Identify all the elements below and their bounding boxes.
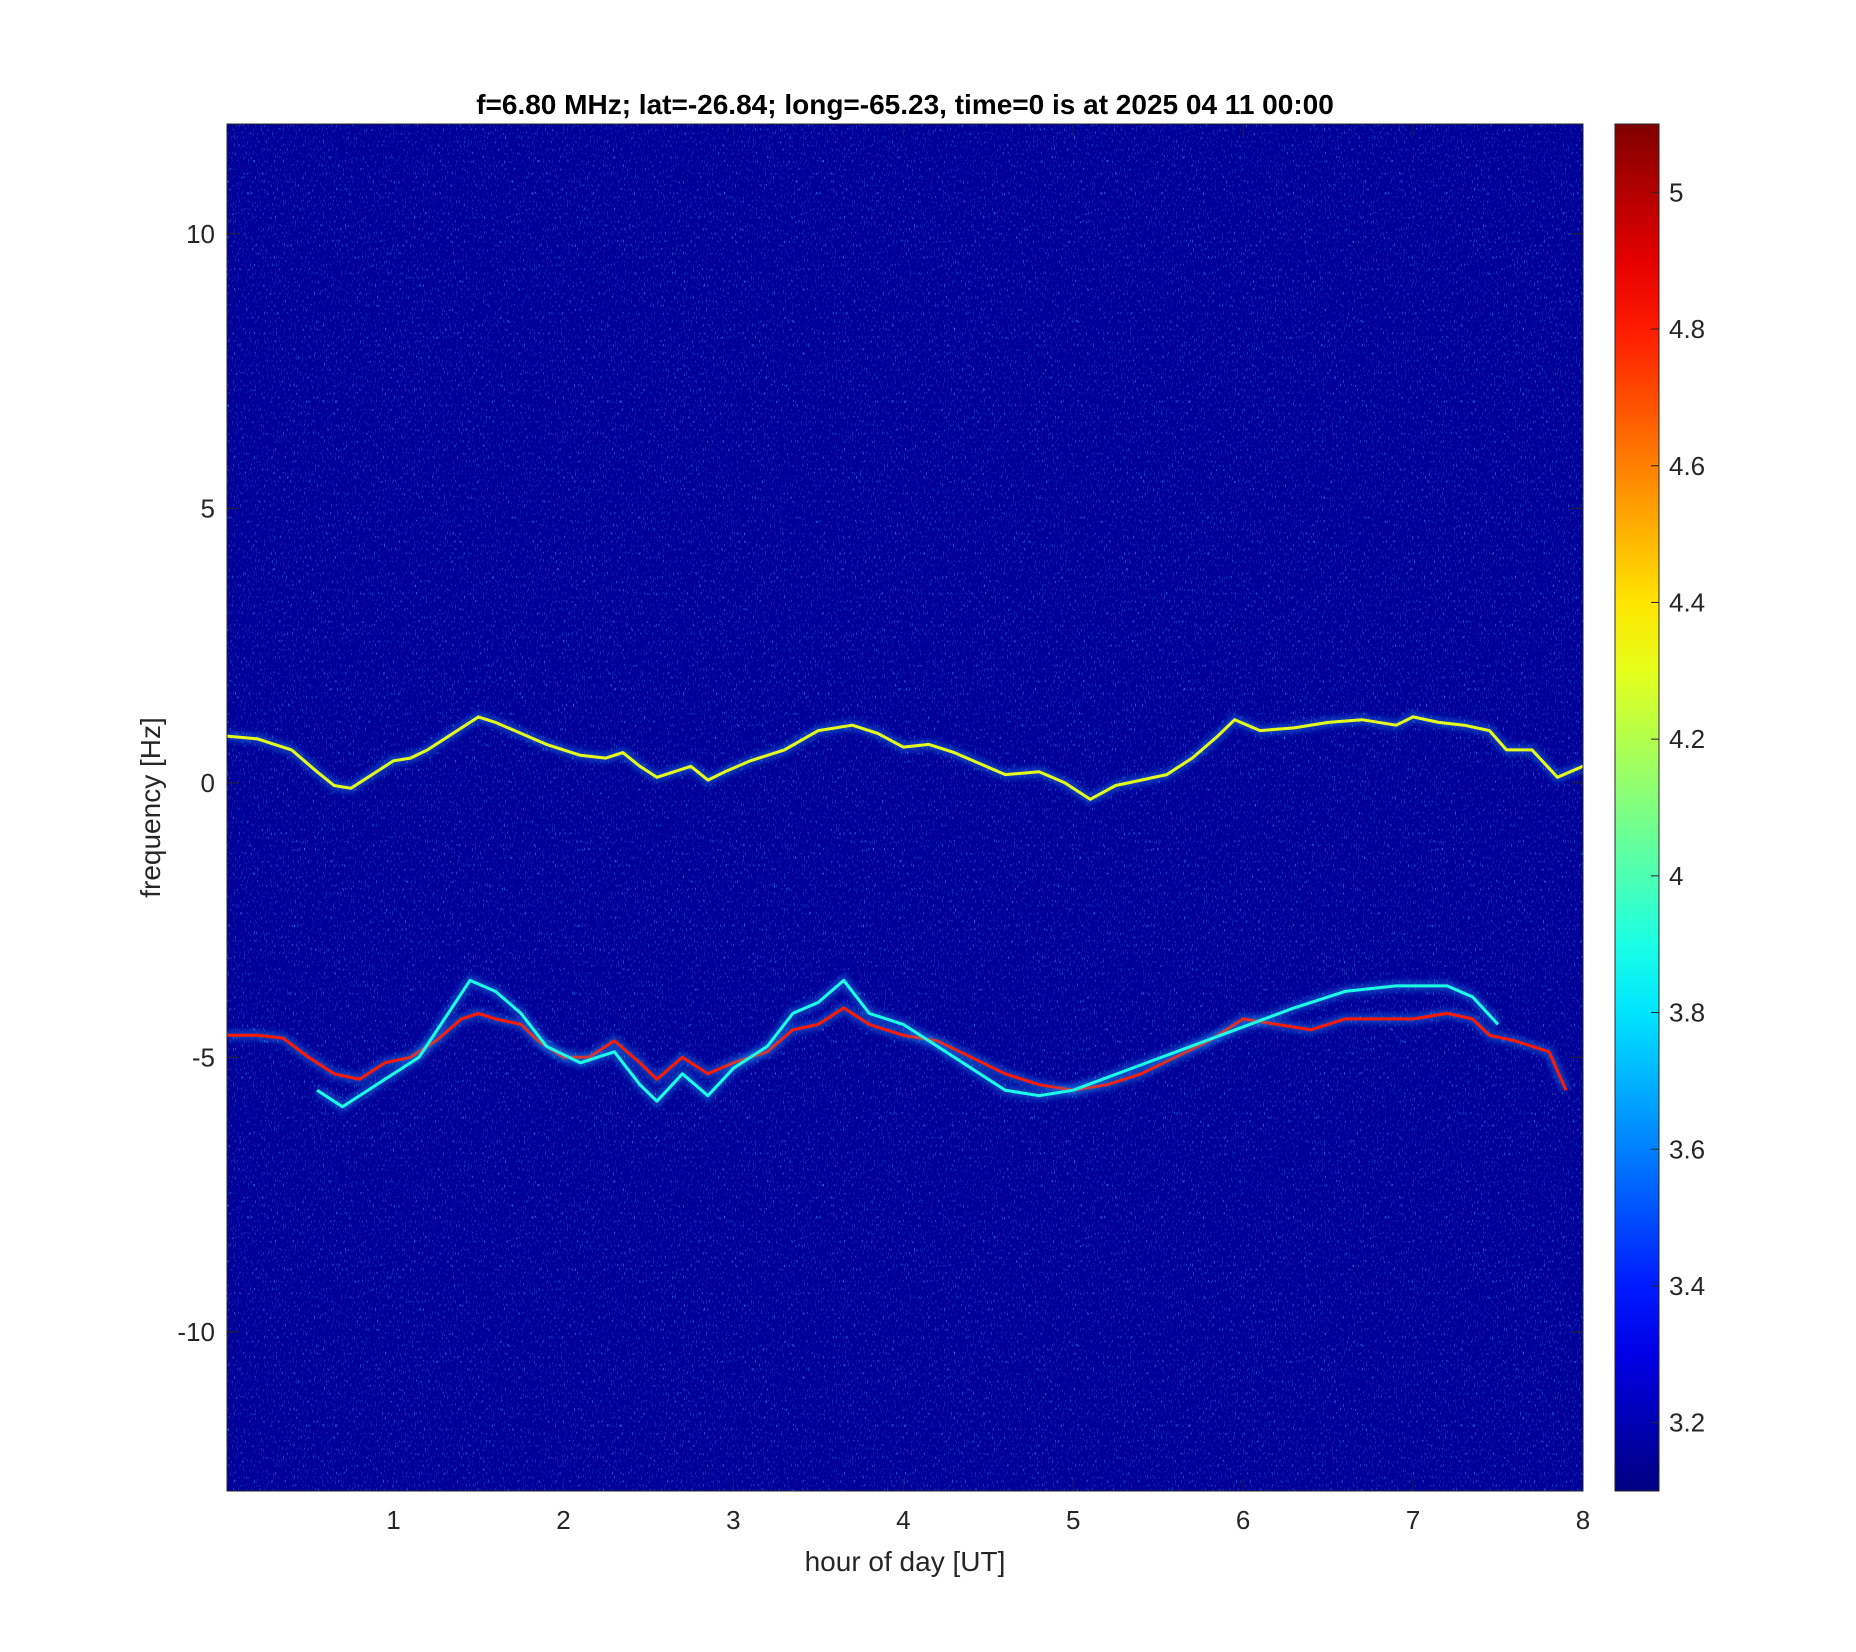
colorbar-tick-label: 4.8 [1669,314,1705,344]
colorbar-tick-label: 3.8 [1669,998,1705,1028]
y-axis-label: frequency [Hz] [135,717,166,898]
colorbar-tick-label: 4 [1669,861,1683,891]
trace-2 [316,978,1500,1109]
colorbar-tick-label: 3.2 [1669,1408,1705,1438]
y-tick-label: -5 [192,1042,215,1072]
y-tick-label: 10 [186,219,215,249]
colorbar-gradient [1614,123,1660,1492]
colorbar-tick-label: 4.2 [1669,724,1705,754]
x-tick-label: 1 [386,1505,400,1535]
spectral-traces [227,711,1583,1113]
colorbar-tick-label: 3.4 [1669,1271,1705,1301]
x-tick-label: 3 [726,1505,740,1535]
plot-area [227,124,1583,1491]
x-tick-label: 4 [896,1505,910,1535]
x-tick-label: 2 [556,1505,570,1535]
spectrogram-noise [227,124,1583,1491]
y-tick-label: -10 [177,1317,215,1347]
chart-title: f=6.80 MHz; lat=-26.84; long=-65.23, tim… [476,89,1334,120]
colorbar-tick-label: 4.4 [1669,587,1705,617]
x-axis: 1 2 3 4 5 6 7 8 [386,124,1590,1535]
colorbar-tick-label: 4.6 [1669,451,1705,481]
plot-frame [226,123,1584,1492]
colorbar: 3.2 3.4 3.6 3.8 4 4.2 4.4 4.6 4.8 5 [1614,123,1705,1492]
colorbar-tick-label: 3.6 [1669,1134,1705,1164]
colorbar-ticks: 3.2 3.4 3.6 3.8 4 4.2 4.4 4.6 4.8 5 [1651,177,1705,1438]
x-tick-label: 6 [1236,1505,1250,1535]
trace-0 [227,715,1583,801]
x-tick-label: 5 [1066,1505,1080,1535]
trace-1 [227,1006,1568,1092]
y-tick-label: 0 [201,768,215,798]
x-tick-label: 8 [1576,1505,1590,1535]
colorbar-tick-label: 5 [1669,177,1683,207]
y-axis: -10 -5 0 5 10 [177,219,1583,1347]
x-tick-label: 7 [1406,1505,1420,1535]
y-tick-label: 5 [201,493,215,523]
x-axis-label: hour of day [UT] [805,1546,1006,1577]
